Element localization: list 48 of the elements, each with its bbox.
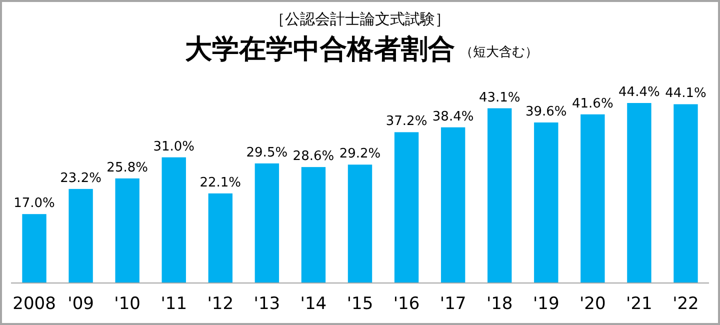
x-tick-label: '15 [346, 294, 374, 314]
bar [394, 132, 419, 283]
bar [208, 193, 232, 283]
data-label: 29.5% [246, 145, 288, 160]
x-tick-label: '13 [254, 294, 280, 314]
bar [674, 104, 698, 283]
x-tick-label: '19 [532, 294, 560, 314]
x-tick-label: '17 [440, 294, 466, 314]
bar [627, 103, 652, 283]
x-tick-label: '20 [580, 294, 606, 314]
text: （短大含む） [460, 45, 538, 60]
chart-subtitle: ［公認会計士論文式試験］ [270, 10, 450, 28]
x-tick-label: '14 [300, 294, 327, 314]
x-tick-label: '16 [393, 294, 420, 314]
bar [254, 163, 280, 283]
data-label: 38.4% [432, 109, 474, 124]
data-label: 31.0% [153, 139, 195, 154]
x-tick-label: '10 [114, 294, 140, 314]
bar [162, 157, 186, 283]
data-label: 39.6% [525, 104, 567, 120]
bar [440, 127, 466, 283]
bar [68, 188, 93, 283]
data-label: 28.6% [292, 149, 334, 164]
data-label: 43.1% [478, 90, 520, 106]
chart-title: 大学在学中合格者割合 [185, 34, 455, 65]
data-label: 22.1% [200, 175, 242, 190]
x-tick-label: '11 [160, 294, 188, 314]
data-label: 41.6% [572, 96, 614, 112]
data-label: 44.1% [665, 86, 706, 102]
bar [22, 214, 46, 283]
data-label: 23.2% [60, 170, 102, 186]
x-tick-label: '21 [626, 294, 652, 314]
bar [115, 178, 140, 283]
data-label: 25.8% [106, 160, 148, 176]
x-tick-label: '22 [672, 294, 699, 314]
x-tick-label: '18 [486, 294, 513, 314]
data-label: 17.0% [14, 196, 55, 212]
data-label: 44.4% [618, 85, 660, 100]
x-tick-label: 2008 [12, 294, 56, 314]
x-tick-label: '09 [68, 294, 94, 314]
x-tick-label: '12 [207, 294, 234, 314]
bar [534, 122, 558, 283]
bar [301, 167, 326, 283]
bar [580, 114, 605, 283]
bar [488, 108, 512, 283]
bar [348, 164, 372, 283]
data-label: 29.2% [339, 146, 381, 162]
data-label: 37.2% [386, 114, 428, 130]
